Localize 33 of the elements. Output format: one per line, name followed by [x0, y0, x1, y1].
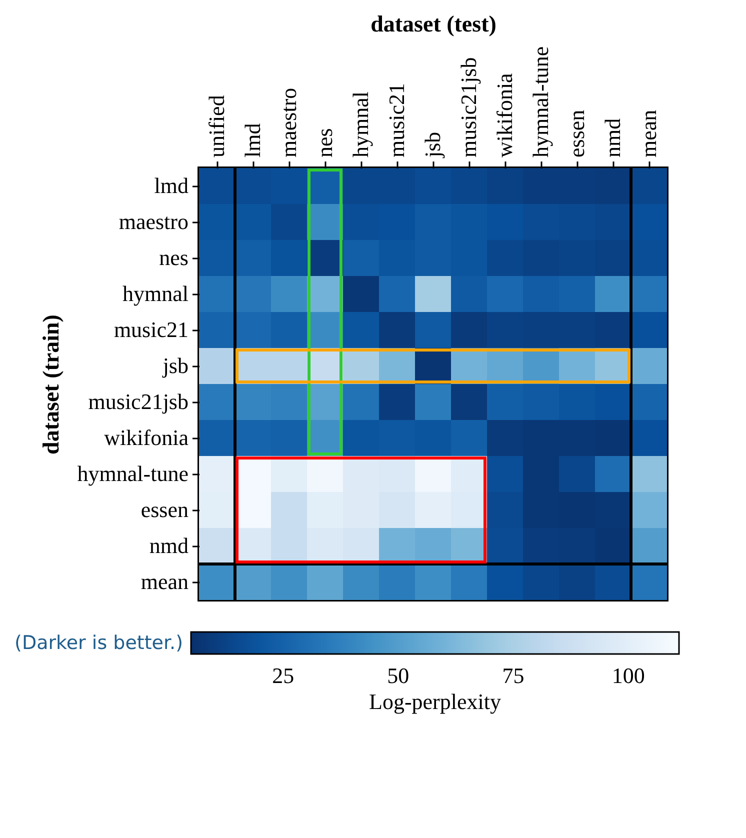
x-tick-label: maestro	[276, 88, 301, 158]
x-axis-title: dataset (test)	[370, 11, 496, 36]
y-tick-label: hymnal-tune	[77, 461, 188, 486]
y-axis-title: dataset (train)	[38, 314, 64, 454]
y-tick-label: lmd	[154, 173, 188, 198]
y-tick-label: nmd	[149, 533, 188, 558]
color-bar-label: 25	[272, 663, 294, 688]
x-tick-label: essen	[564, 110, 589, 158]
x-tick-label: unified	[204, 95, 229, 158]
y-tick-label: nes	[159, 245, 188, 270]
x-tick-label: jsb	[420, 132, 445, 158]
y-tick-label: maestro	[118, 209, 188, 234]
x-tick-label: hymnal-tune	[528, 46, 553, 158]
color-bar-title: Log-perplexity	[369, 689, 501, 714]
color-bar-label: 50	[387, 663, 410, 688]
x-tick-label: wikifonia	[492, 72, 517, 158]
y-tick-label: jsb	[162, 353, 188, 378]
text: (Darker is better.)	[14, 632, 183, 654]
x-tick-label: hymnal	[348, 92, 373, 158]
x-tick-label: nmd	[600, 118, 625, 158]
y-tick-label: music21jsb	[88, 389, 188, 414]
x-tick-label: nes	[312, 128, 337, 158]
color-bar-label: 100	[612, 663, 645, 688]
x-tick-label: music21	[384, 82, 409, 158]
x-tick-label: mean	[636, 110, 661, 158]
color-bar-label: 75	[502, 663, 524, 688]
x-tick-label: music21jsb	[456, 57, 481, 158]
y-tick-label: wikifonia	[104, 425, 189, 450]
y-tick-label: hymnal	[122, 281, 188, 306]
y-tick-label: essen	[140, 497, 188, 522]
y-tick-label: mean	[140, 569, 188, 594]
y-tick-label: music21	[114, 317, 188, 342]
x-tick-label: lmd	[240, 123, 265, 158]
